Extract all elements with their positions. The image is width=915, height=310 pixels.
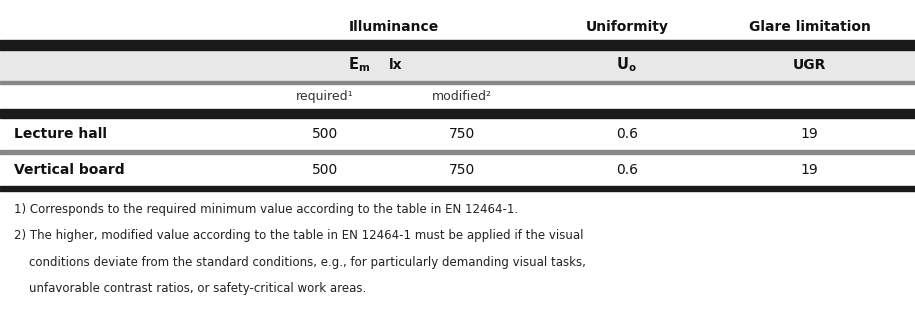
Text: Illuminance: Illuminance xyxy=(349,20,438,34)
Text: 1) Corresponds to the required minimum value according to the table in EN 12464-: 1) Corresponds to the required minimum v… xyxy=(14,203,518,216)
Text: Lecture hall: Lecture hall xyxy=(14,127,107,141)
Bar xyxy=(0,40,915,50)
Bar xyxy=(0,50,915,81)
Bar xyxy=(0,109,915,118)
Text: 0.6: 0.6 xyxy=(616,127,638,141)
Text: modified²: modified² xyxy=(432,90,492,103)
Text: 0.6: 0.6 xyxy=(616,163,638,177)
Bar xyxy=(0,186,915,191)
Text: $\mathbf{U_{o}}$: $\mathbf{U_{o}}$ xyxy=(617,56,637,74)
Text: 19: 19 xyxy=(801,127,819,141)
Text: UGR: UGR xyxy=(793,58,826,72)
Text: required¹: required¹ xyxy=(296,90,353,103)
Text: conditions deviate from the standard conditions, e.g., for particularly demandin: conditions deviate from the standard con… xyxy=(14,256,586,269)
Text: 500: 500 xyxy=(312,127,338,141)
Bar xyxy=(0,81,915,84)
Text: 19: 19 xyxy=(801,163,819,177)
Text: 750: 750 xyxy=(449,127,475,141)
Text: Glare limitation: Glare limitation xyxy=(748,20,871,34)
Text: Uniformity: Uniformity xyxy=(586,20,668,34)
Text: Vertical board: Vertical board xyxy=(14,163,124,177)
Bar xyxy=(0,150,915,154)
Text: 500: 500 xyxy=(312,163,338,177)
Text: unfavorable contrast ratios, or safety-critical work areas.: unfavorable contrast ratios, or safety-c… xyxy=(14,282,366,295)
Text: lx: lx xyxy=(389,58,403,72)
Text: 750: 750 xyxy=(449,163,475,177)
Text: 2) The higher, modified value according to the table in EN 12464-1 must be appli: 2) The higher, modified value according … xyxy=(14,229,583,242)
Text: $\mathbf{E}_{\mathbf{m}}$: $\mathbf{E}_{\mathbf{m}}$ xyxy=(349,56,371,74)
